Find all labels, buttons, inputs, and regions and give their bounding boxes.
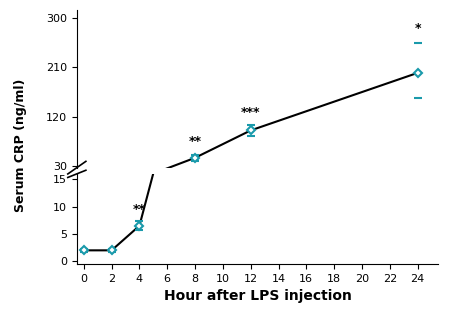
Text: **: **: [188, 136, 201, 148]
X-axis label: Hour after LPS injection: Hour after LPS injection: [163, 289, 351, 303]
Text: *: *: [414, 21, 420, 35]
Text: **: **: [133, 204, 146, 216]
Text: Serum CRP (ng/ml): Serum CRP (ng/ml): [14, 79, 27, 212]
Text: ***: ***: [240, 107, 260, 119]
